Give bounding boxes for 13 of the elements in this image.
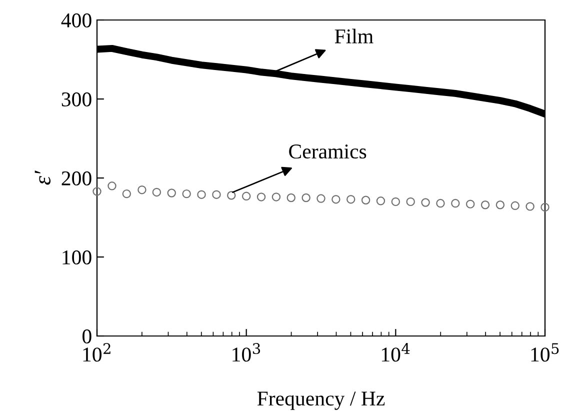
y-tick-label: 400 bbox=[61, 13, 92, 28]
y-tick-label: 0 bbox=[82, 329, 92, 344]
y-tick-label: 300 bbox=[62, 92, 92, 106]
x-tick-label: 10$^{2}$ bbox=[83, 343, 110, 362]
x-tick-label: 10$^{4}$ bbox=[382, 343, 410, 362]
y-tick-label: 200 bbox=[62, 171, 92, 186]
y-tick-label: 100 bbox=[62, 250, 92, 264]
annotation: Film bbox=[334, 28, 374, 44]
y-axis-title: ε′ bbox=[34, 170, 51, 185]
x-tick-label: 10$^{3}$ bbox=[232, 343, 260, 362]
annotation: Ceramics bbox=[289, 144, 366, 159]
x-tick-label: 10$^{5}$ bbox=[531, 343, 559, 362]
x-axis-title: Frequency / Hz bbox=[257, 392, 385, 410]
